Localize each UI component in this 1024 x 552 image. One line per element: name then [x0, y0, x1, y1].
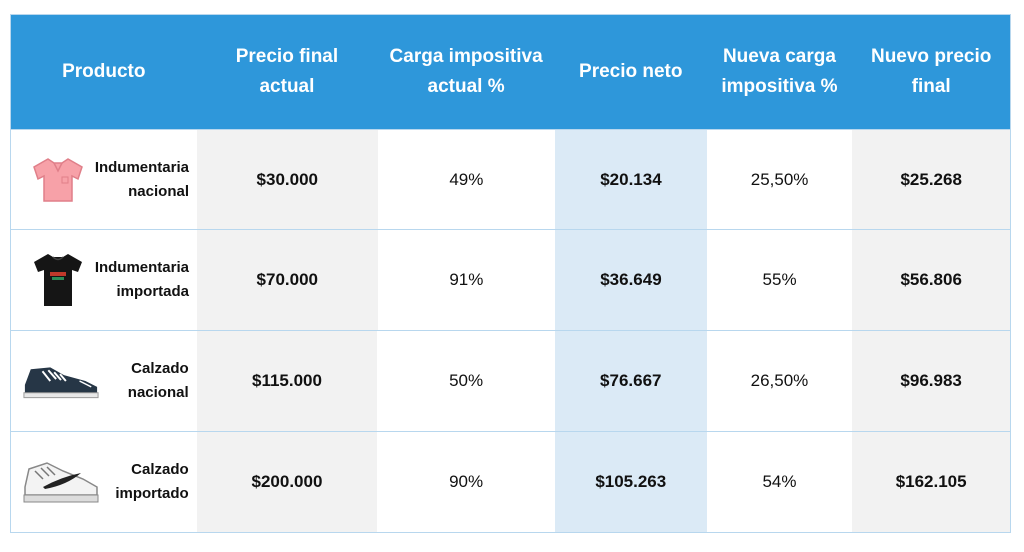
sneaker-icon — [21, 346, 101, 416]
nueva-carga-cell: 55% — [706, 230, 853, 330]
header-precio-final-line1: Precio final — [235, 46, 339, 67]
precio-neto-cell: $36.649 — [555, 230, 707, 330]
product-label: Indumentaria importada — [95, 256, 189, 304]
table-header: Producto Precio final actual Carga imposi… — [11, 15, 1010, 129]
product-cell: Indumentaria importada — [11, 230, 197, 330]
table-row: Calzado importado $200.000 90% $105.263 5… — [11, 431, 1010, 532]
header-precio-neto-text: Precio neto — [579, 61, 683, 82]
carga-cell: 90% — [377, 432, 555, 532]
table-row: Indumentaria importada $70.000 91% $36.64… — [11, 229, 1010, 330]
header-nuevo-precio-line2: final — [911, 76, 951, 97]
header-nuevo-precio: Nuevo precio final — [852, 15, 1010, 129]
header-nueva-carga: Nueva carga impositiva % — [707, 15, 853, 129]
nuevo-precio-cell: $96.983 — [852, 331, 1010, 431]
carga-cell: 50% — [377, 331, 555, 431]
carga-cell: 91% — [377, 230, 556, 330]
nueva-carga-cell: 54% — [706, 432, 853, 532]
product-label-line1: Calzado — [131, 360, 189, 377]
header-nueva-carga-line1: Nueva carga — [722, 46, 836, 67]
carga-cell: 49% — [377, 130, 556, 229]
table-row: Indumentaria nacional $30.000 49% $20.134… — [11, 129, 1010, 229]
product-label: Calzado nacional — [128, 357, 189, 405]
header-producto-text: Producto — [62, 61, 146, 82]
pink-shirt-icon — [21, 145, 95, 215]
black-tshirt-icon — [21, 245, 95, 315]
nueva-carga-cell: 25,50% — [706, 130, 853, 229]
header-carga: Carga impositiva actual % — [377, 15, 555, 129]
header-carga-line1: Carga impositiva — [389, 46, 543, 67]
header-precio-final: Precio final actual — [197, 15, 378, 129]
precio-final-cell: $70.000 — [197, 230, 378, 330]
product-cell: Indumentaria nacional — [11, 130, 197, 229]
product-label-line2: nacional — [127, 384, 189, 401]
product-cell: Calzado importado — [11, 432, 197, 532]
header-producto: Producto — [11, 15, 197, 129]
product-label-line2: importada — [116, 283, 189, 300]
nuevo-precio-cell: $162.105 — [852, 432, 1010, 532]
running-shoe-icon — [21, 447, 101, 517]
product-label-line1: Indumentaria — [94, 158, 189, 176]
price-table: Producto Precio final actual Carga imposi… — [10, 14, 1011, 533]
product-label-line2: importado — [115, 485, 189, 502]
header-precio-neto: Precio neto — [555, 15, 707, 129]
precio-final-cell: $115.000 — [196, 331, 378, 431]
product-label-line2: nacional — [128, 182, 189, 200]
header-precio-final-line2: actual — [259, 76, 315, 97]
nuevo-precio-cell: $25.268 — [852, 130, 1010, 229]
product-label-line1: Calzado — [131, 461, 189, 478]
precio-final-cell: $200.000 — [196, 432, 378, 532]
precio-neto-cell: $20.134 — [555, 130, 707, 229]
header-carga-line2: actual % — [427, 76, 505, 97]
precio-neto-cell: $105.263 — [554, 432, 707, 532]
nuevo-precio-cell: $56.806 — [852, 230, 1010, 330]
precio-neto-cell: $76.667 — [554, 331, 707, 431]
product-label: Calzado importado — [115, 458, 188, 506]
table-row: Calzado nacional $115.000 50% $76.667 26,… — [11, 330, 1010, 431]
product-label: Indumentaria nacional — [95, 156, 189, 204]
precio-final-cell: $30.000 — [197, 130, 378, 229]
header-nueva-carga-line2: impositiva % — [721, 76, 838, 97]
header-nuevo-precio-line1: Nuevo precio — [870, 46, 992, 67]
nueva-carga-cell: 26,50% — [706, 331, 853, 431]
product-cell: Calzado nacional — [11, 331, 197, 431]
product-label-line1: Indumentaria — [94, 259, 189, 276]
